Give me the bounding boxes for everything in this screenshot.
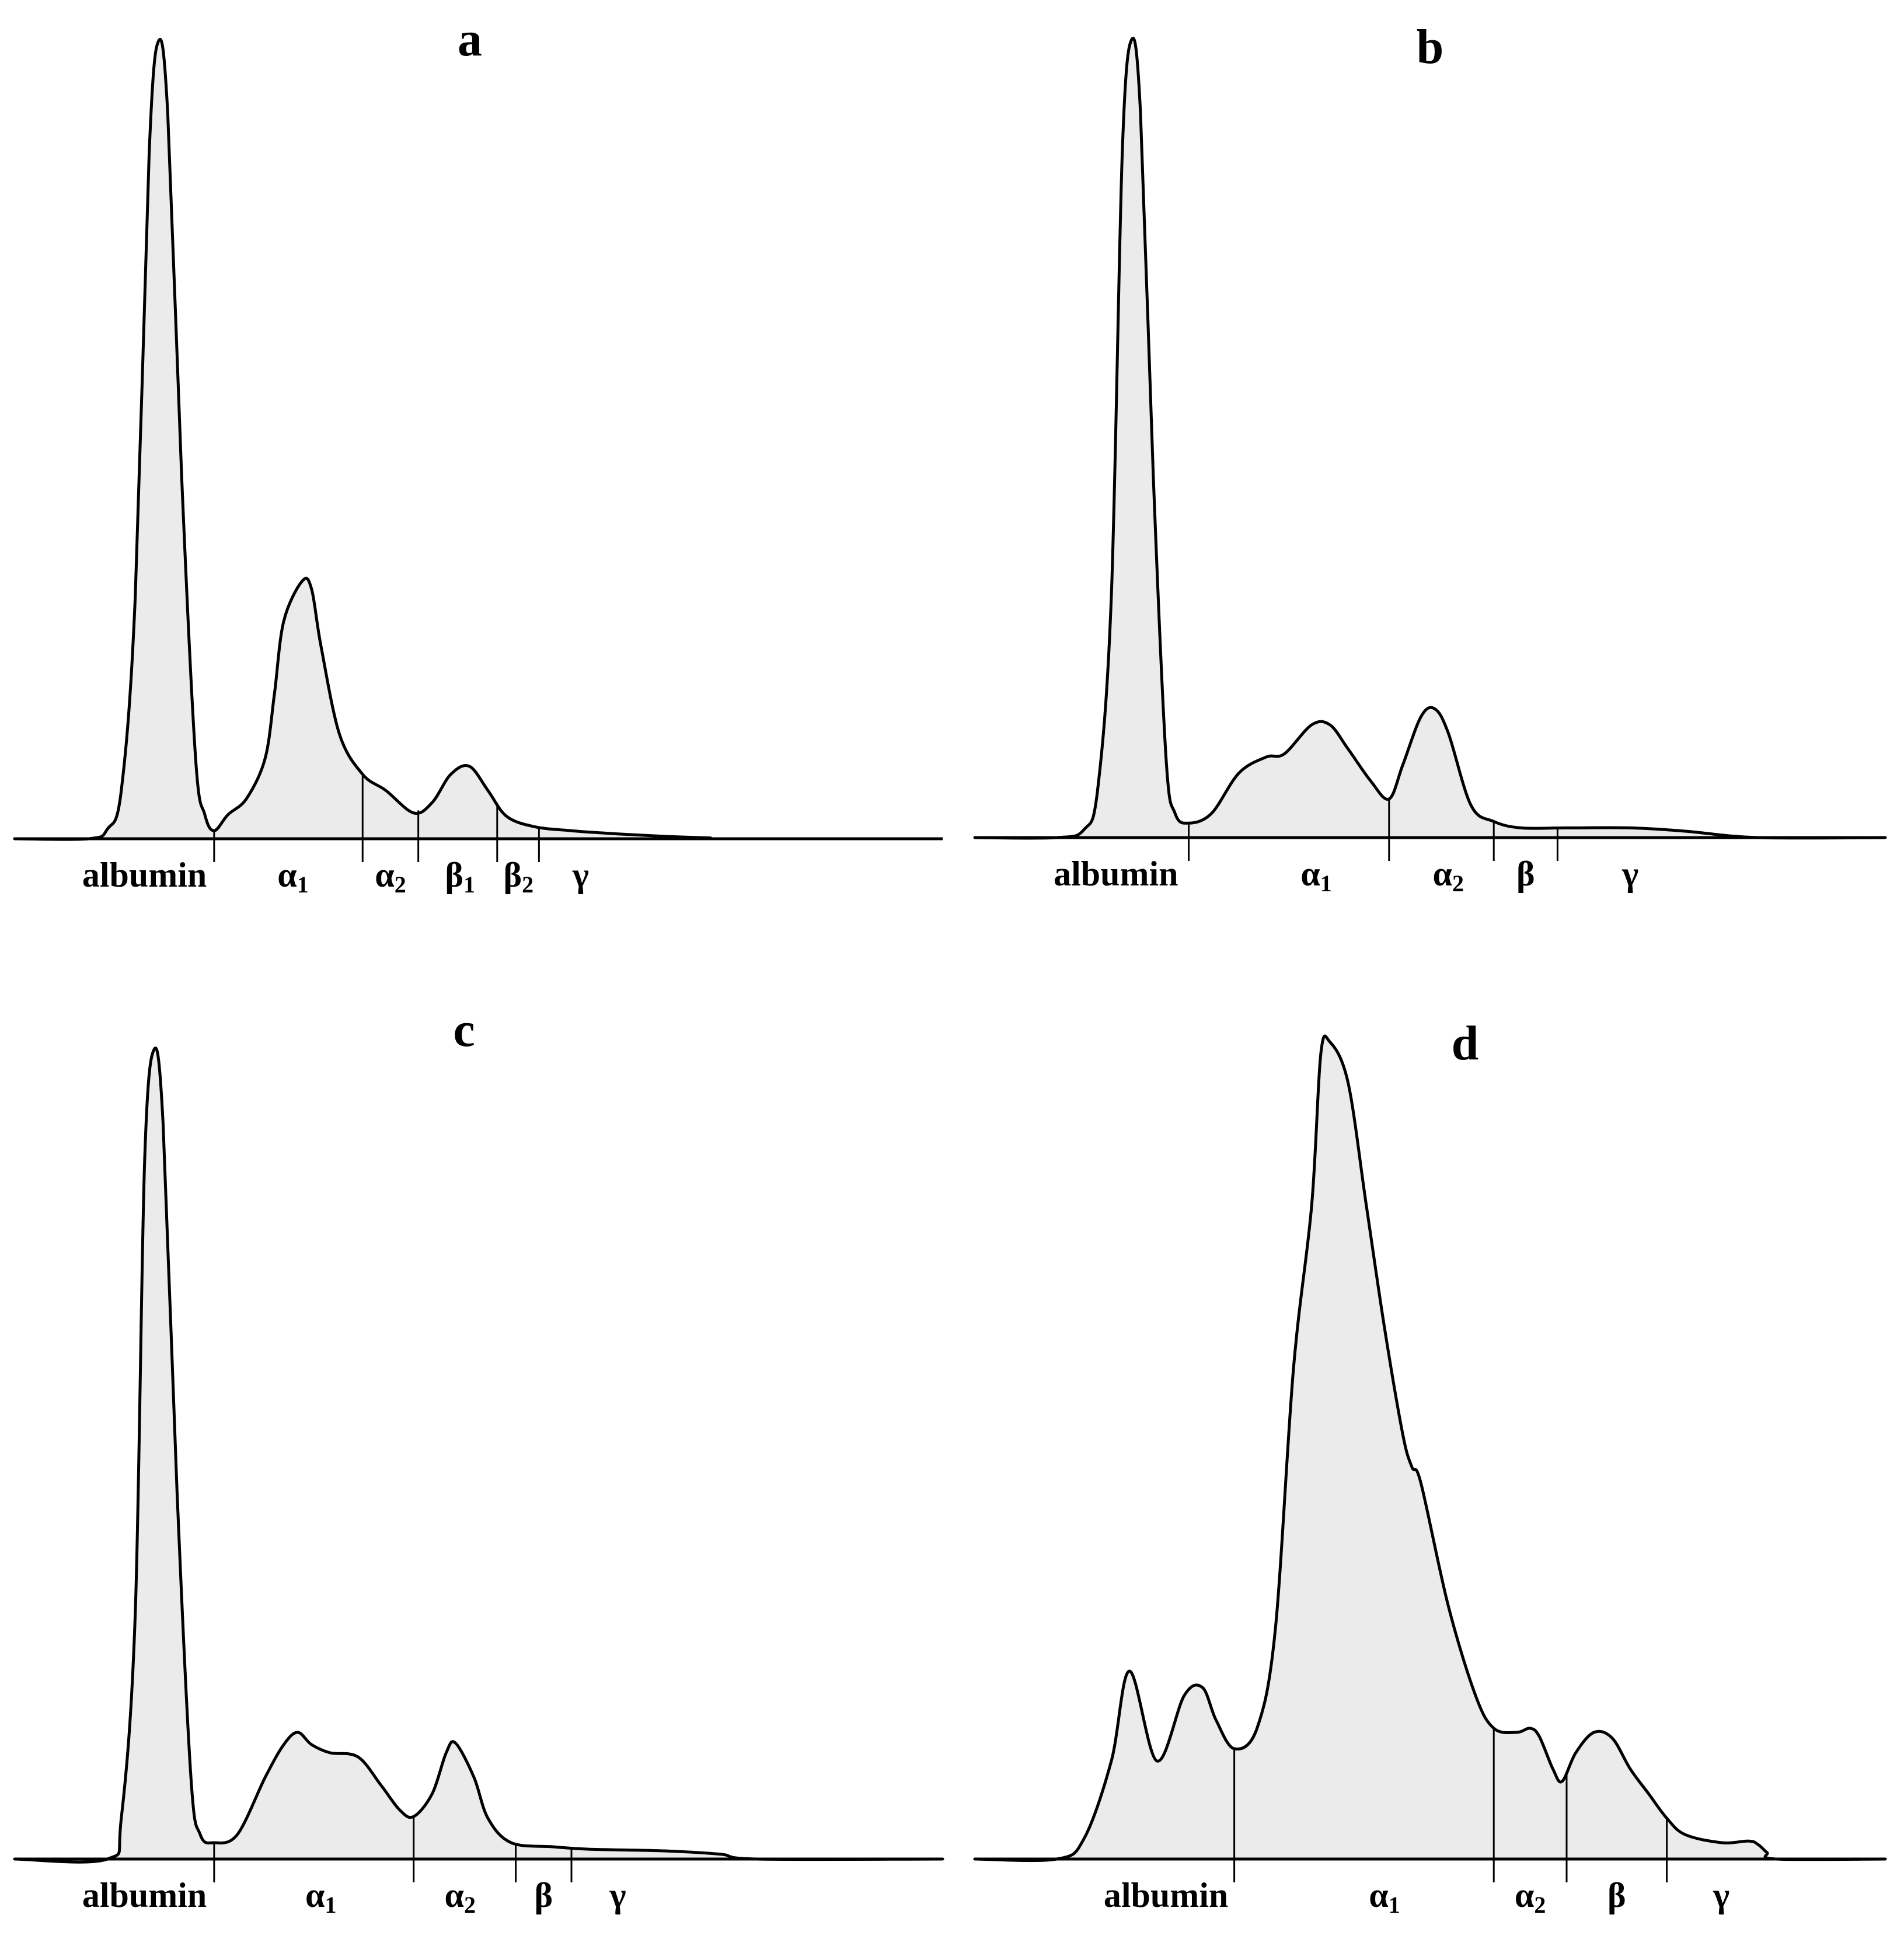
panel-letter: b <box>1417 20 1444 74</box>
panel-b: b albumin α1 α2 β γ <box>973 20 1887 897</box>
band-label: α2 <box>1515 1876 1546 1918</box>
band-label: α2 <box>375 856 406 898</box>
panel-d: d albumin α1 α2 β γ <box>973 1016 1887 1918</box>
band-label: γ <box>572 856 589 894</box>
band-label: α1 <box>305 1876 337 1918</box>
band-label: albumin <box>82 856 207 894</box>
band-label: γ <box>609 1876 626 1914</box>
panel-letter: c <box>453 1003 475 1057</box>
band-label: albumin <box>1104 1876 1228 1914</box>
band-label: albumin <box>1054 855 1178 893</box>
panel-c: c albumin α1 α2 β γ <box>13 1003 944 1918</box>
band-label: β <box>534 1876 553 1914</box>
band-label: α1 <box>1300 855 1332 897</box>
band-label: albumin <box>82 1876 207 1914</box>
band-label: β2 <box>504 856 534 898</box>
band-label: β1 <box>445 856 475 898</box>
band-label: γ <box>1713 1876 1729 1914</box>
density-curve <box>973 1034 1887 1863</box>
density-curve <box>973 36 1887 840</box>
band-label: α2 <box>1432 855 1464 897</box>
band-label: α1 <box>277 856 309 898</box>
panel-letter: a <box>458 12 482 67</box>
panel-letter: d <box>1452 1016 1479 1070</box>
band-label: α2 <box>444 1876 476 1918</box>
band-label: γ <box>1621 855 1638 893</box>
density-curve <box>13 1047 944 1864</box>
density-curve <box>13 37 712 841</box>
band-label: α1 <box>1369 1876 1400 1918</box>
band-label: β <box>1516 855 1535 893</box>
band-label: β <box>1607 1876 1626 1914</box>
panel-a: a albumin α1 α2 β1 β2 γ <box>13 12 943 898</box>
